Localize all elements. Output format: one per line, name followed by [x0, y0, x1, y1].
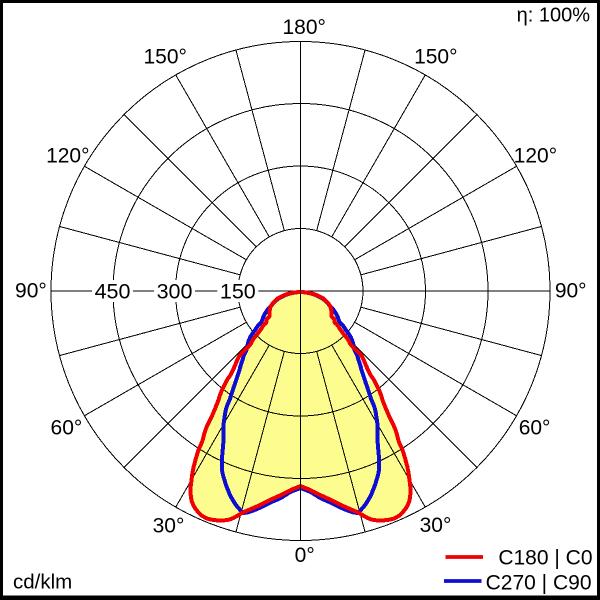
svg-text:60°: 60°: [519, 416, 551, 439]
svg-text:450: 450: [95, 280, 131, 304]
svg-text:0°: 0°: [295, 544, 315, 567]
svg-text:C270 | C90: C270 | C90: [486, 571, 592, 594]
svg-text:300: 300: [157, 280, 193, 304]
svg-text:60°: 60°: [51, 416, 83, 439]
svg-text:30°: 30°: [153, 515, 185, 538]
svg-text:90°: 90°: [15, 280, 47, 303]
svg-text:90°: 90°: [555, 279, 587, 302]
svg-text:η: 100%: η: 100%: [517, 5, 591, 27]
svg-text:180°: 180°: [282, 16, 325, 39]
svg-text:120°: 120°: [46, 144, 89, 167]
svg-text:120°: 120°: [514, 144, 557, 167]
svg-text:cd/klm: cd/klm: [13, 571, 72, 594]
svg-text:C180 | C0: C180 | C0: [498, 547, 592, 570]
svg-text:150°: 150°: [414, 46, 457, 69]
svg-text:30°: 30°: [420, 514, 452, 537]
svg-text:150: 150: [220, 280, 256, 304]
svg-text:150°: 150°: [143, 46, 186, 69]
